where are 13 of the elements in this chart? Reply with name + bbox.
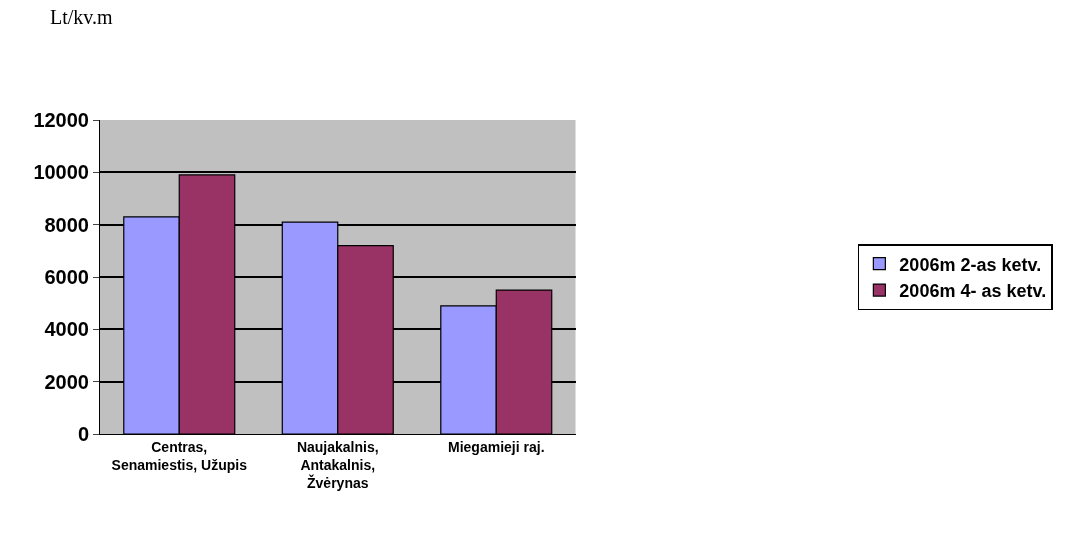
- y-tick-label: 4000: [44, 318, 89, 341]
- x-tick-label: Naujakalnis, Antakalnis, Žvėrynas: [296, 438, 379, 492]
- y-tick-label: 2000: [44, 370, 89, 393]
- legend-label: 2006m 4- as ketv.: [899, 281, 1047, 302]
- y-axis-title: Lt/kv.m: [50, 6, 114, 28]
- x-tick-label: Centras, Senamiestis, Užupis: [111, 438, 248, 473]
- legend-label: 2006m 2-as ketv.: [899, 254, 1042, 275]
- y-tick-label: 0: [77, 423, 89, 445]
- y-tick-label: 12000: [33, 109, 89, 131]
- y-tick-label: 6000: [44, 266, 89, 288]
- y-tick-label: 8000: [44, 213, 89, 236]
- y-tick-label: 10000: [33, 161, 89, 184]
- x-tick-label: Miegamieji raj.: [448, 438, 545, 455]
